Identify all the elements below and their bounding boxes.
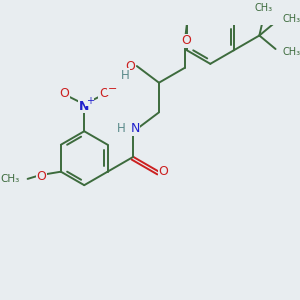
Text: +: + — [85, 96, 94, 106]
Text: N: N — [130, 122, 140, 136]
Text: O: O — [125, 60, 135, 73]
Text: N: N — [79, 100, 89, 112]
Text: O: O — [99, 87, 109, 100]
Text: H: H — [117, 122, 126, 136]
Text: −: − — [107, 84, 117, 94]
Text: H: H — [121, 69, 130, 82]
Text: O: O — [59, 87, 69, 100]
Text: CH₃: CH₃ — [255, 3, 273, 13]
Text: CH₃: CH₃ — [0, 174, 20, 184]
Text: O: O — [36, 170, 46, 183]
Text: O: O — [182, 34, 191, 47]
Text: CH₃: CH₃ — [283, 14, 300, 24]
Text: CH₃: CH₃ — [283, 47, 300, 57]
Text: O: O — [158, 165, 168, 178]
